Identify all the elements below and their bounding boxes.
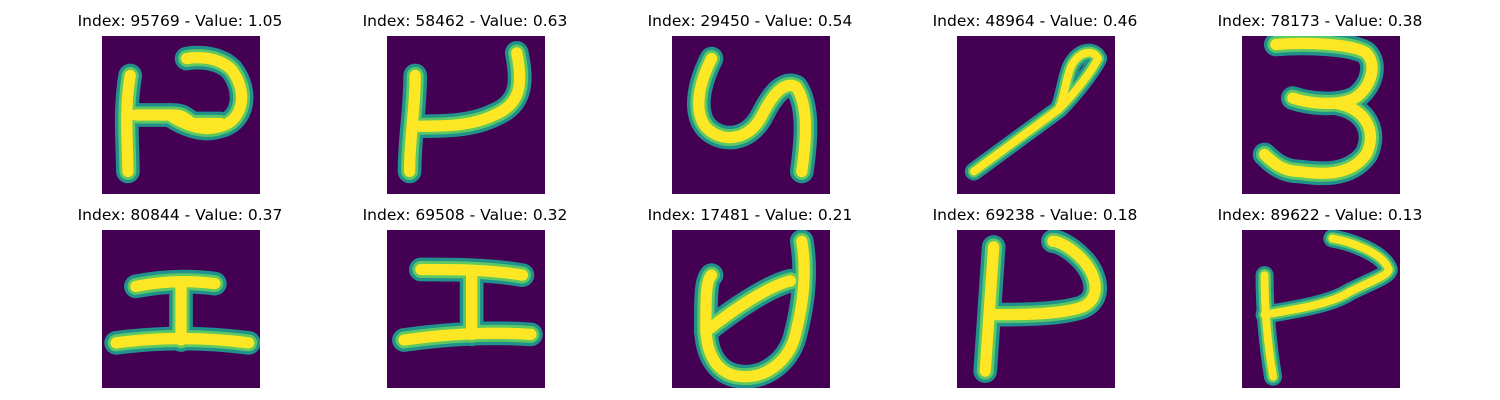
grid-panel: Index: 29450 - Value: 0.54 (640, 12, 860, 194)
digit-image (957, 230, 1115, 388)
digit-image (672, 230, 830, 388)
panel-title: Index: 69508 - Value: 0.32 (362, 206, 568, 224)
grid-panel: Index: 69238 - Value: 0.18 (925, 206, 1145, 388)
digit-image (387, 230, 545, 388)
digit-image (957, 36, 1115, 194)
digit-image (387, 36, 545, 194)
panel-title: Index: 29450 - Value: 0.54 (647, 12, 853, 30)
grid-panel: Index: 48964 - Value: 0.46 (925, 12, 1145, 194)
digit-image (102, 36, 260, 194)
digit-image (1242, 230, 1400, 388)
digit-image (102, 230, 260, 388)
grid-panel: Index: 80844 - Value: 0.37 (70, 206, 290, 388)
panel-title: Index: 69238 - Value: 0.18 (932, 206, 1138, 224)
panel-title: Index: 78173 - Value: 0.38 (1217, 12, 1423, 30)
panel-title: Index: 17481 - Value: 0.21 (647, 206, 853, 224)
panel-title: Index: 89622 - Value: 0.13 (1217, 206, 1423, 224)
grid-panel: Index: 78173 - Value: 0.38 (1210, 12, 1430, 194)
panel-title: Index: 80844 - Value: 0.37 (77, 206, 283, 224)
grid-panel: Index: 17481 - Value: 0.21 (640, 206, 860, 388)
grid-panel: Index: 89622 - Value: 0.13 (1210, 206, 1430, 388)
panel-title: Index: 48964 - Value: 0.46 (932, 12, 1138, 30)
panel-title: Index: 58462 - Value: 0.63 (362, 12, 568, 30)
digit-image (672, 36, 830, 194)
grid-panel: Index: 58462 - Value: 0.63 (355, 12, 575, 194)
grid-panel: Index: 95769 - Value: 1.05 (70, 12, 290, 194)
grid-panel: Index: 69508 - Value: 0.32 (355, 206, 575, 388)
digit-image (1242, 36, 1400, 194)
panel-title: Index: 95769 - Value: 1.05 (77, 12, 283, 30)
